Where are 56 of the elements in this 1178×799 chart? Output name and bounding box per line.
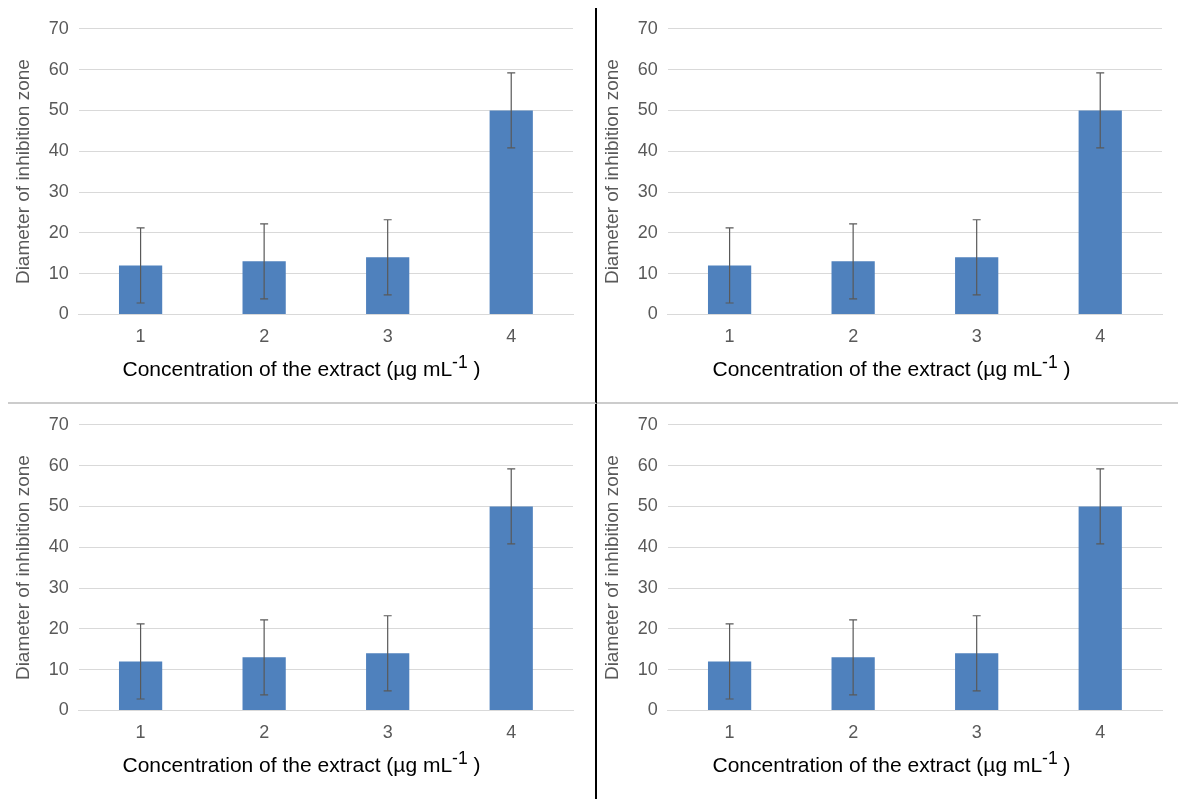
x-tick-label: 4: [506, 326, 517, 347]
y-tick-label: 40: [48, 536, 69, 557]
y-axis-title: Diameter of inhibition zone: [600, 59, 622, 285]
y-axis-title: Diameter of inhibition zone: [11, 59, 33, 285]
x-tick-label: 3: [971, 722, 982, 743]
x-tick-label: 3: [971, 326, 982, 347]
y-tick-label: 60: [48, 58, 69, 79]
x-tick-label: 4: [506, 722, 517, 743]
x-axis-title: Concentration of the extract (µg mL$^{-1}$ ): [121, 352, 482, 381]
y-tick-label: 40: [48, 140, 69, 161]
x-tick-label: 1: [135, 722, 146, 743]
y-tick-label: 20: [637, 221, 658, 242]
x-tick-label: 2: [259, 722, 270, 743]
y-tick-label: 30: [48, 576, 69, 597]
y-tick-label: 50: [48, 495, 69, 516]
x-axis-title: Concentration of the extract (µg mL$^{-1}$ ): [711, 352, 1072, 381]
y-tick-label: 0: [647, 303, 658, 324]
y-tick-label: 0: [58, 699, 69, 720]
x-tick-label: 2: [848, 326, 859, 347]
y-axis-title: Diameter of inhibition zone: [11, 455, 33, 681]
x-tick-label: 2: [259, 326, 270, 347]
y-tick-label: 30: [48, 180, 69, 201]
x-tick-label: 1: [135, 326, 146, 347]
y-tick-label: 0: [647, 699, 658, 720]
x-tick-label: 3: [382, 326, 393, 347]
y-tick-label: 10: [637, 262, 658, 283]
y-tick-label: 40: [637, 536, 658, 557]
x-tick-label: 3: [382, 722, 393, 743]
x-axis-title: Concentration of the extract (µg mL$^{-1}$ ): [711, 748, 1072, 777]
y-tick-label: 10: [637, 658, 658, 679]
x-tick-label: 4: [1095, 722, 1106, 743]
x-tick-label: 2: [848, 722, 859, 743]
y-tick-label: 70: [48, 413, 69, 434]
y-tick-label: 70: [637, 17, 658, 38]
y-tick-label: 50: [637, 99, 658, 120]
y-tick-label: 60: [637, 58, 658, 79]
y-tick-label: 30: [637, 576, 658, 597]
y-tick-label: 0: [58, 303, 69, 324]
y-tick-label: 50: [48, 99, 69, 120]
y-tick-label: 50: [637, 495, 658, 516]
y-tick-label: 60: [637, 454, 658, 475]
x-axis-title: Concentration of the extract (µg mL$^{-1}$ ): [121, 748, 482, 777]
y-tick-label: 20: [637, 617, 658, 638]
x-tick-label: 4: [1095, 326, 1106, 347]
y-tick-label: 30: [637, 180, 658, 201]
x-tick-label: 1: [724, 326, 735, 347]
y-tick-label: 40: [637, 140, 658, 161]
y-tick-label: 70: [48, 17, 69, 38]
x-tick-label: 1: [724, 722, 735, 743]
y-tick-label: 10: [48, 658, 69, 679]
y-tick-label: 10: [48, 262, 69, 283]
y-axis-title: Diameter of inhibition zone: [600, 455, 622, 681]
y-tick-label: 20: [48, 617, 69, 638]
y-tick-label: 60: [48, 454, 69, 475]
y-tick-label: 20: [48, 221, 69, 242]
y-tick-label: 70: [637, 413, 658, 434]
